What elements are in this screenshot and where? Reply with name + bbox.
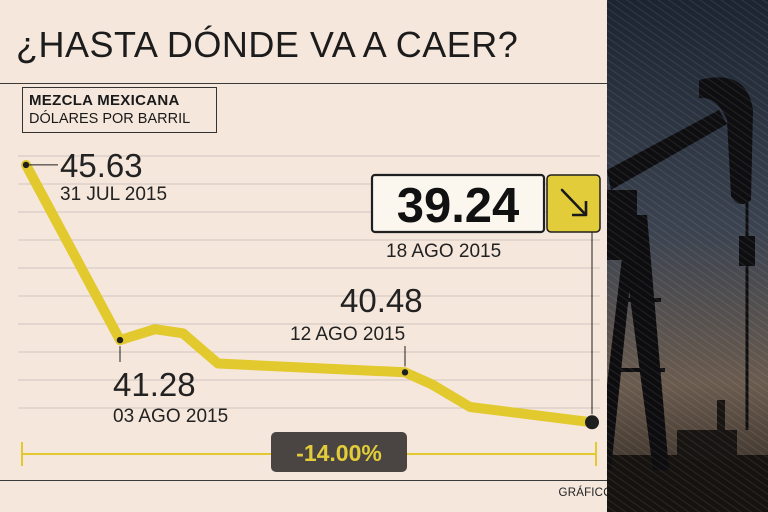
data-label-value: 45.63: [60, 147, 143, 184]
arrow-down-right-icon: [560, 188, 588, 217]
latest-value-callout: 39.24 18 AGO 2015: [370, 173, 601, 415]
oil-pump-photo: [607, 0, 768, 512]
data-point: [116, 336, 124, 344]
series-unit: DÓLARES POR BARRIL: [29, 111, 191, 127]
data-label-value: 41.28: [113, 366, 196, 403]
data-point: [401, 369, 409, 376]
data-point: [585, 415, 599, 430]
arrow-shaft: [560, 188, 587, 216]
change-value: -14.00%: [296, 440, 382, 466]
footer-divider: [0, 480, 607, 481]
pumpjack-image: [607, 0, 768, 512]
change-badge-bg: [271, 432, 407, 472]
latest-date: 18 AGO 2015: [386, 241, 501, 262]
latest-value: 39.24: [397, 179, 520, 233]
series-name: MEZCLA MEXICANA: [29, 92, 180, 109]
data-label-date: 31 JUL 2015: [60, 184, 167, 205]
chart-title: ¿HASTA DÓNDE VA A CAER?: [16, 24, 519, 65]
data-label-date: 03 AGO 2015: [113, 406, 228, 427]
title-divider: [0, 83, 607, 84]
arrow-head: [572, 201, 588, 217]
chart-panel: [0, 0, 607, 512]
change-badge: -14.00%: [271, 432, 407, 472]
data-label-value: 40.48: [340, 282, 423, 319]
series-legend-box: MEZCLA MEXICANA DÓLARES POR BARRIL: [22, 87, 217, 133]
data-points: [22, 161, 599, 430]
latest-value-box: [370, 173, 546, 234]
data-label-date: 12 AGO 2015: [290, 324, 405, 345]
series-line-mezcla: [21, 159, 597, 428]
